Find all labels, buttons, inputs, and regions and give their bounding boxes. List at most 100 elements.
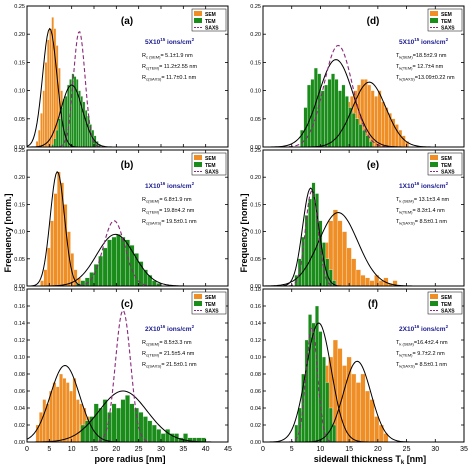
panel-d-value-sub: k(TEM) bbox=[399, 66, 413, 71]
panel-b-value-line: Rc(SEM)= 6.8±1.9 nm bbox=[142, 197, 192, 204]
panel-c-x-tick-label: 25 bbox=[135, 446, 143, 453]
panel-c-saxs-curve bbox=[27, 309, 228, 442]
panel-f-y-tick-label: 0.04 bbox=[250, 406, 261, 412]
panel-f-sem-bar bbox=[355, 382, 361, 442]
panel-e-legend-saxs-label: SAXS bbox=[441, 170, 455, 176]
panel-a-tem-bar bbox=[84, 110, 88, 147]
panel-b-y-tick-label: 0.25 bbox=[14, 148, 25, 154]
panel-a-value-line: Rc(TEM)= 11.2±2.55 nm bbox=[142, 64, 197, 71]
left-y-axis-label: Frequency [norm.] bbox=[3, 193, 13, 272]
panel-c-x-tick-label: 40 bbox=[202, 446, 210, 453]
panel-d-value-text: =18.5±2.9 nm bbox=[413, 53, 447, 59]
panel-a-y-tick-label: 0.00 bbox=[14, 145, 25, 151]
panel-d-tem-bar bbox=[369, 141, 373, 147]
panel-b-dose-unit: ions/cm bbox=[165, 183, 192, 190]
panel-b-legend-tem-label: TEM bbox=[205, 163, 216, 169]
panel-d-legend-sem-label: SEM bbox=[441, 12, 452, 18]
panel-f-dose: 2X1016 ions/cm2 bbox=[399, 324, 449, 333]
panel-f-legend-sem-swatch bbox=[430, 294, 438, 299]
panel-d-value-text: =13.09±0.22 nm bbox=[415, 75, 455, 81]
panel-e-dose-base: 1X10 bbox=[399, 183, 415, 190]
panel-a-saxs-curve bbox=[27, 31, 228, 147]
panel-d-legend-sem-swatch bbox=[430, 11, 438, 16]
panel-e-sem-fit-curve bbox=[263, 212, 464, 286]
panel-f-y-tick-label: 0.02 bbox=[250, 423, 261, 429]
panel-f-x-tick-label: 25 bbox=[403, 446, 411, 453]
panel-d-tem-bar bbox=[320, 90, 325, 147]
panel-c-tem-bar bbox=[93, 403, 99, 442]
panel-f-sem-bar bbox=[369, 399, 375, 442]
panel-e-value-text: = 8.3±1.4 nm bbox=[412, 208, 445, 214]
panel-b-value-sub: c(TEM) bbox=[146, 210, 160, 215]
panel-d-y-tick-label: 0.15 bbox=[250, 60, 261, 66]
panel-b-tem-bar bbox=[102, 247, 108, 286]
panel-f-value-line: Tk (SEM)=16.4±2.4 nm bbox=[396, 340, 448, 347]
panel-a-value-symbol: R bbox=[142, 75, 146, 81]
panel-a-value-symbol: R bbox=[142, 64, 146, 70]
panel-b-sem-fit-curve bbox=[27, 171, 228, 286]
panel-c-y-tick-label: 0.16 bbox=[14, 304, 25, 310]
panel-d-dose: 5X1015 ions/cm2 bbox=[399, 37, 449, 46]
panel-c-tem-bar bbox=[120, 399, 126, 442]
panel-e-value-symbol: T bbox=[396, 197, 400, 203]
panel-f-dose-base: 2X10 bbox=[399, 326, 415, 333]
panel-d-y-tick-label: 0.10 bbox=[250, 89, 261, 95]
panel-f-sem-bar bbox=[351, 373, 357, 442]
panel-a-label: (a) bbox=[121, 16, 133, 27]
panel-e-value-sub: k(SAXS) bbox=[399, 221, 415, 226]
panel-c-tem-bar bbox=[160, 433, 166, 442]
panel-c-x-tick-label: 15 bbox=[90, 446, 98, 453]
panel-d-saxs-curve bbox=[263, 44, 464, 147]
panel-a-y-tick-label: 0.25 bbox=[14, 4, 25, 10]
panel-b-tem-bar bbox=[84, 277, 90, 286]
panel-e-tem-fit-curve bbox=[263, 187, 464, 286]
panel-e-sem-bar bbox=[337, 220, 343, 286]
panel-c-dose-unit: ions/cm bbox=[165, 326, 192, 333]
panel-f-x-tick-label: 30 bbox=[431, 446, 439, 453]
panel-b-sem-bar bbox=[50, 220, 54, 286]
panel-a-value-line: Rc(SAXS)= 11.7±0.1 nm bbox=[142, 75, 197, 82]
panel-b-value-symbol: R bbox=[142, 219, 146, 225]
panel-a-sem-bar bbox=[46, 39, 50, 147]
panel-d-label: (d) bbox=[367, 16, 380, 27]
panel-d-value-symbol: T bbox=[396, 64, 400, 70]
panel-b-y-tick-label: 0.20 bbox=[14, 175, 25, 181]
panel-b-tem-bar bbox=[93, 264, 99, 286]
panel-c-y-tick-label: 0.02 bbox=[14, 423, 25, 429]
panel-b-label: (b) bbox=[121, 160, 134, 171]
panel-f-x-tick-label: 10 bbox=[317, 446, 325, 453]
panel-b-y-tick-label: 0.00 bbox=[14, 284, 25, 290]
panel-e-dose-unit-exp: 2 bbox=[446, 181, 449, 186]
panel-f-x-tick-label: 0 bbox=[261, 446, 265, 453]
panel-c-x-tick-label: 30 bbox=[157, 446, 165, 453]
panel-a-tem-bar bbox=[53, 138, 57, 147]
panel-f-y-tick-label: 0.18 bbox=[250, 287, 261, 293]
panel-e-saxs-curve bbox=[263, 189, 464, 286]
panel-c-value-sub: c(TEM) bbox=[146, 353, 160, 358]
panel-e-dose-unit: ions/cm bbox=[419, 183, 446, 190]
panel-a-legend-tem-swatch bbox=[194, 18, 202, 23]
panel-c-sem-bar bbox=[52, 382, 57, 442]
panel-f-tem-bar bbox=[328, 407, 333, 442]
panel-c-label: (c) bbox=[121, 299, 133, 310]
panel-d-tem-fit-curve bbox=[263, 59, 464, 147]
panel-a-y-tick-label: 0.05 bbox=[14, 117, 25, 123]
panel-f-y-tick-label: 0.06 bbox=[250, 389, 261, 395]
panel-c-value-symbol: R bbox=[142, 351, 146, 357]
panel-f-plot-area bbox=[263, 305, 464, 442]
panel-f-tem-bar bbox=[311, 322, 316, 442]
panel-d-value-line: Tk(TEM)= 12.7±4 nm bbox=[396, 64, 444, 71]
panel-d-tem-bar bbox=[341, 84, 346, 147]
panel-c-y-tick-label: 0.08 bbox=[14, 372, 25, 378]
panel-b-value-text: = 6.8±1.9 nm bbox=[159, 197, 192, 203]
panel-c-value-sub: c(SEM) bbox=[146, 342, 160, 347]
panel-f-value-sub: k(TEM) bbox=[399, 353, 413, 358]
panel-e-tem-bars bbox=[294, 182, 337, 286]
panel-e-y-tick-label: 0.25 bbox=[250, 148, 261, 154]
panel-b-tem-bar bbox=[107, 239, 113, 286]
panel-e-value-symbol: T bbox=[396, 219, 400, 225]
